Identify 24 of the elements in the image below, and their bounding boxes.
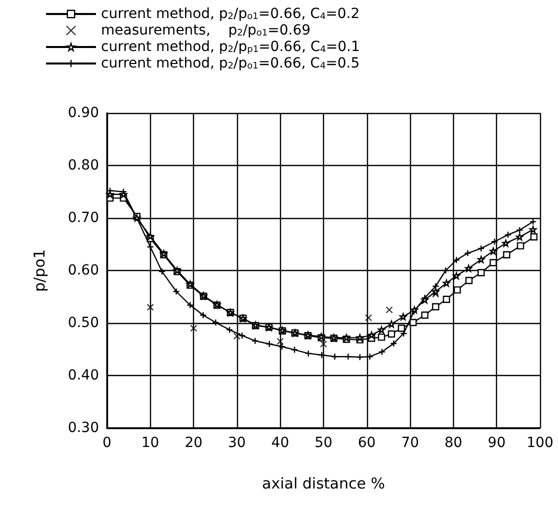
x-tick-label: 100 [526,435,554,451]
y-tick-label: 0.90 [68,105,99,121]
x-tick-label: 10 [141,435,160,451]
y-tick-label: 0.60 [68,262,99,278]
legend-label: current method, p2/po1=0.66, C4=0.5 [101,56,360,72]
x-axis-title: axial distance % [262,474,385,492]
x-tick-label: 40 [271,435,290,451]
y-tick-label: 0.30 [68,420,99,436]
x-tick-label: 80 [444,435,462,451]
y-tick-label: 0.40 [68,368,99,384]
y-tick-label: 0.50 [68,315,99,331]
x-tick-label: 90 [488,435,506,451]
y-axis-title: p/po1 [30,249,48,292]
legend-label: current method, p2/pp1=0.66, C4=0.1 [101,39,360,55]
x-tick-label: 20 [184,435,203,451]
x-tick-label: 0 [102,435,112,451]
y-tick-label: 0.80 [68,158,99,174]
x-tick-label: 50 [314,435,332,451]
legend-label: measurements, p2/po1=0.69 [101,22,311,38]
x-tick-label: 60 [358,435,376,451]
legend-label: current method, p2/po1=0.66, C4=0.2 [101,6,360,22]
x-tick-label: 30 [228,435,246,451]
x-tick-label: 70 [401,435,420,451]
y-tick-label: 0.70 [68,210,99,226]
